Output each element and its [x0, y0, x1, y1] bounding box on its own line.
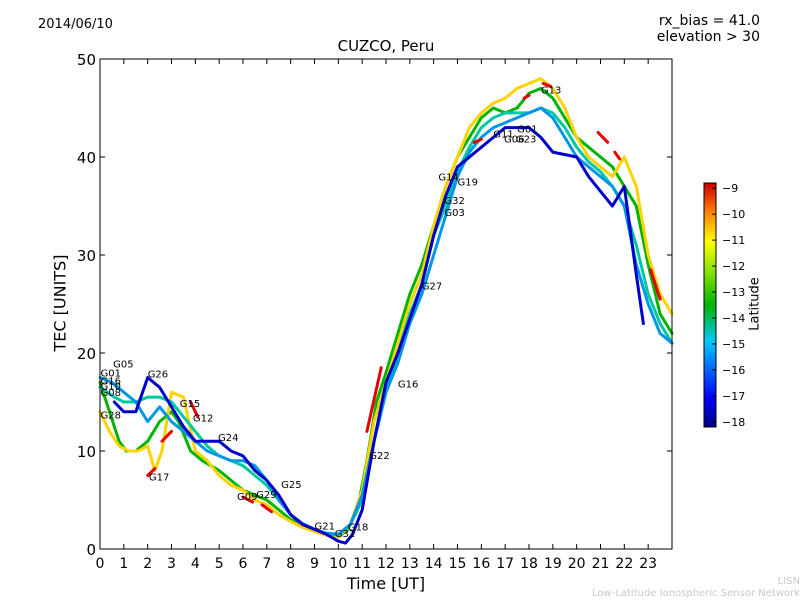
- satellite-label-2: G16: [101, 376, 121, 387]
- satellite-label-6: G15: [180, 399, 200, 410]
- satellite-label-7: G28: [101, 411, 121, 422]
- satellite-label-0: G05: [113, 360, 133, 371]
- x-tick-label: 7: [262, 556, 271, 572]
- x-tick-label: 15: [449, 556, 467, 572]
- colorbar-tick-label: −16: [722, 364, 745, 377]
- credit-network: Low-Latitude Ionospheric Sensor Network: [592, 588, 800, 599]
- series-line-11: [472, 137, 483, 144]
- x-tick-label: 10: [329, 556, 347, 572]
- series-line-14: [596, 131, 610, 144]
- x-tick-label: 3: [167, 556, 176, 572]
- satellite-label-4: G08: [101, 388, 121, 399]
- series-line-12: [522, 93, 531, 100]
- colorbar-tick-label: −12: [722, 260, 745, 273]
- series-line-13: [541, 82, 552, 88]
- y-axis-label: TEC [UNITS]: [50, 254, 70, 352]
- satellite-label-9: G24: [218, 433, 238, 444]
- satellite-label-23: G03: [444, 208, 464, 219]
- rx-bias-label: rx_bias = 41.0: [658, 13, 760, 29]
- x-tick-label: 23: [639, 556, 657, 572]
- satellite-label-21: G19: [458, 177, 478, 188]
- y-tick-label: 30: [77, 247, 96, 265]
- satellite-label-22: G32: [444, 196, 464, 207]
- y-tick-label: 40: [77, 149, 96, 167]
- satellite-label-19: G27: [422, 281, 442, 292]
- satellite-label-12: G29: [256, 490, 276, 501]
- satellite-label-5: G26: [148, 370, 168, 381]
- satellite-label-15: G31: [335, 529, 355, 540]
- x-tick-label: 11: [353, 556, 371, 572]
- x-tick-label: 6: [239, 556, 248, 572]
- series-line-5: [146, 467, 157, 477]
- x-tick-label: 20: [568, 556, 586, 572]
- colorbar-tick-label: −17: [722, 390, 745, 403]
- satellite-label-27: G06: [504, 134, 524, 145]
- series-line-8: [241, 495, 254, 504]
- satellite-label-14: G21: [315, 521, 335, 532]
- satellite-label-20: G14: [438, 173, 458, 184]
- x-tick-label: 4: [191, 556, 200, 572]
- y-tick-label: 20: [77, 345, 96, 363]
- x-tick-label: 18: [520, 556, 538, 572]
- x-tick-label: 9: [310, 556, 319, 572]
- y-tick-label: 10: [77, 443, 96, 461]
- x-tick-label: 0: [96, 556, 105, 572]
- satellite-label-3: G10: [101, 381, 121, 392]
- series-line-9: [260, 503, 274, 514]
- y-tick-label: 50: [77, 51, 96, 69]
- colorbar-tick-label: −11: [722, 234, 745, 247]
- x-tick-label: 2: [143, 556, 152, 572]
- colorbar: [703, 182, 717, 428]
- satellite-label-8: G12: [193, 414, 213, 425]
- series-line-10: [365, 366, 383, 433]
- x-axis-label: Time [UT]: [346, 574, 426, 593]
- satellite-label-24: G13: [541, 85, 561, 96]
- x-tick-label: 8: [286, 556, 295, 572]
- x-tick-label: 16: [472, 556, 490, 572]
- x-tick-label: 14: [425, 556, 443, 572]
- colorbar-tick-label: −9: [722, 182, 738, 195]
- date-label: 2014/06/10: [38, 17, 113, 32]
- colorbar-label: Latitude: [747, 277, 763, 331]
- x-tick-label: 17: [496, 556, 514, 572]
- colorbar-tick-label: −18: [722, 416, 745, 429]
- series-line-6: [160, 429, 173, 443]
- satellite-label-13: G09: [237, 492, 257, 503]
- x-tick-label: 5: [215, 556, 224, 572]
- x-tick-label: 19: [544, 556, 562, 572]
- bias-info: rx_bias = 41.0 elevation > 30: [657, 13, 760, 45]
- x-tick-label: 1: [119, 556, 128, 572]
- series-line-4: [112, 126, 645, 545]
- satellite-label-25: G01: [517, 125, 537, 136]
- x-tick-label: 12: [377, 556, 395, 572]
- x-tick-label: 13: [401, 556, 419, 572]
- plot-frame: [99, 58, 673, 550]
- y-tick-label: 0: [86, 541, 96, 559]
- satellite-label-11: G25: [281, 480, 301, 491]
- x-tick-label: 22: [615, 556, 633, 572]
- satellite-label-26: G11: [493, 129, 513, 140]
- x-tick-label: 21: [592, 556, 610, 572]
- series-line-7: [189, 400, 200, 419]
- credit-lisn: LISN: [777, 576, 800, 587]
- chart-title: CUZCO, Peru: [337, 37, 435, 55]
- series-line-16: [649, 268, 662, 301]
- satellite-label-1: G01: [101, 369, 121, 380]
- colorbar-tick-label: −10: [722, 208, 745, 221]
- satellite-label-10: G17: [149, 472, 169, 483]
- colorbar-tick-label: −13: [722, 286, 745, 299]
- series-line-1: [98, 77, 674, 539]
- satellite-label-17: G22: [369, 451, 389, 462]
- colorbar-tick-label: −15: [722, 338, 745, 351]
- satellite-label-28: G23: [516, 134, 536, 145]
- colorbar-tick-label: −14: [722, 312, 745, 325]
- elevation-label: elevation > 30: [656, 29, 760, 45]
- satellite-label-18: G16: [398, 379, 418, 390]
- satellite-label-16: G18: [348, 522, 368, 533]
- series-line-15: [613, 150, 622, 161]
